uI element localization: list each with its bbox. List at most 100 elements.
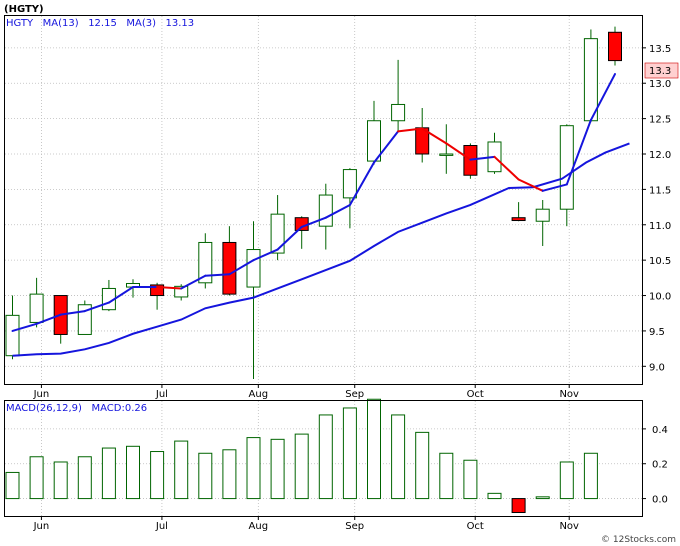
month-tick-label: Nov [559,521,579,532]
ma3-segment [493,155,520,181]
candle [53,295,68,344]
macd-bar [270,438,285,500]
macd-legend: MACD(26,12,9) MACD:0.26 [6,403,147,414]
macd-bar [246,437,261,500]
candle [487,132,502,174]
price-gridlines [5,16,642,384]
macd-tick-label: 0.4 [652,425,668,436]
macd-bar [391,414,406,500]
ma3-segment [421,127,448,145]
candle [29,277,44,328]
ma3-segment [324,203,351,219]
month-tick-label: Jun [33,389,50,400]
macd-bar [150,451,165,500]
month-tick-label: Nov [559,389,579,400]
price-tick-label: 9.5 [649,327,665,338]
macd-bar [487,492,502,500]
macd-bar [174,440,189,500]
macd-histogram [5,398,598,514]
price-tick-label: 12.0 [649,150,671,161]
ma3-segment [204,273,231,277]
candle [608,26,622,66]
candle [77,300,92,335]
candle-body-down [608,31,622,62]
candle-body-down [511,217,526,222]
month-tick-label: Oct [467,389,484,400]
candle-body-up [174,285,189,298]
ma3-segment [517,178,544,192]
ma3-segment [83,301,110,313]
candle [559,124,574,227]
ma3-segment [107,286,134,304]
macd-bar [463,459,478,500]
ma3-segment [565,119,592,186]
ma3-segment [252,248,279,262]
ma3-segment [373,130,400,164]
month-tick-label: Jul [155,389,168,400]
ma3-segment [541,183,568,192]
candle-body-up [29,293,44,323]
macd-bar [77,456,92,500]
macd-bar-negative [511,498,526,514]
macd-bar [415,431,430,500]
month-tick-label: Sep [345,389,364,400]
candle-body-up [318,194,333,227]
ma3-segment [35,313,62,325]
candle [535,200,550,246]
ma-legend: HGTY MA(13) 12.15 MA(3) 13.13 [6,18,194,29]
macd-bar [583,452,598,500]
macd-bar [126,445,140,500]
ma3-segment [300,216,327,228]
price-tick-label: 13.0 [649,79,671,90]
macd-month-ticks: Jun Jul Aug Sep Oct Nov [33,516,579,532]
ma3-segment [445,142,472,161]
candle-body-down [222,241,237,295]
candle-body-up [391,103,406,122]
ma13-line [12,142,630,357]
macd-bar [439,452,454,500]
candlestick-series [5,26,622,380]
candle [463,143,478,179]
candle [5,295,20,360]
ma3-segment [59,310,86,316]
price-tick-label: 12.5 [649,115,671,126]
macd-bar [101,447,116,500]
last-price-label: 13.3 [649,66,671,77]
price-axis-ticks: 9.0 9.5 10.0 10.5 11.0 11.5 12.0 12.5 13.0 13.5 [642,44,671,373]
ma3-segment [397,127,424,133]
watermark: © 12Stocks.com [601,535,676,545]
macd-axis-ticks: 0.0 0.2 0.4 [642,425,668,506]
macd-panel-border [4,400,643,517]
ticker-title: (HGTY) [4,4,44,15]
macd-bar [53,461,68,500]
ma3-segment [589,73,616,122]
ma3-segment [276,225,303,251]
ma3-segment [469,155,496,161]
candle [391,59,406,132]
price-tick-label: 10.5 [649,256,671,267]
macd-bar [535,496,550,500]
price-tick-label: 11.0 [649,221,671,232]
candle-body-up [559,125,574,210]
price-tick-label: 13.5 [649,44,671,55]
candle [294,216,309,249]
macd-bar [222,449,237,500]
price-tick-label: 11.5 [649,185,671,196]
candle-body-down [150,284,165,297]
month-tick-label: Jul [155,521,168,532]
ma3-segment [156,286,183,290]
macd-bar [5,471,20,500]
ma3-segment [348,161,375,206]
price-month-ticks: Jun Jul Aug Sep Oct Nov [33,384,579,400]
candle-body-up [5,314,20,357]
macd-bar [559,461,574,500]
candle [583,29,598,123]
month-tick-label: Jun [33,521,50,532]
macd-bar [294,433,309,500]
moving-average-lines [11,73,630,357]
ma3-segment [11,322,38,332]
macd-bar [342,407,357,500]
candle [126,279,140,298]
ma3-segment [180,274,207,290]
